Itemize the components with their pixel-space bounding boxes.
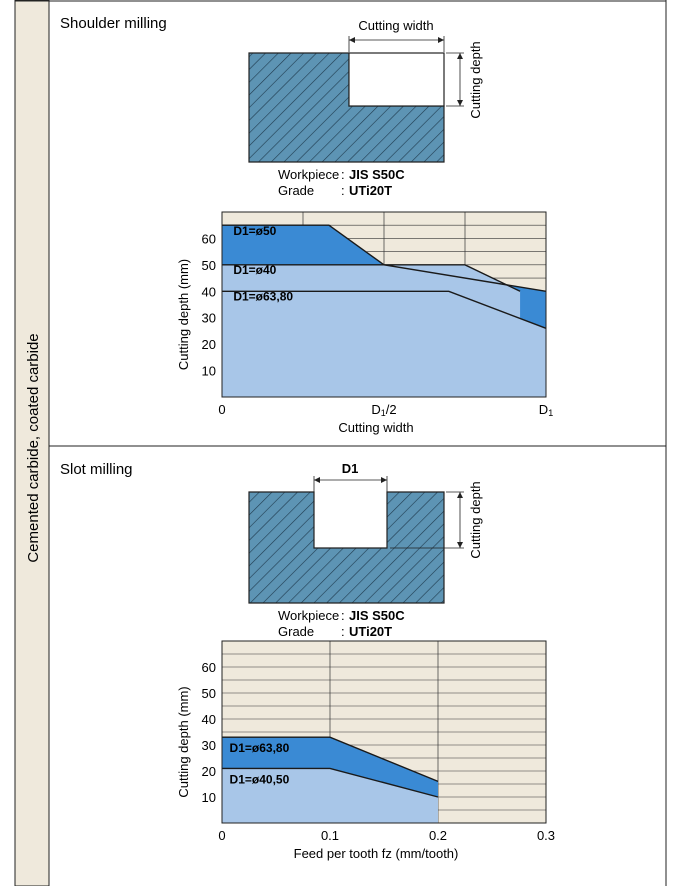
- shoulder-chart: D1=ø50 D1=ø40 D1=ø63,80 10 20 30 40 50 60 0 D1/2 D1…: [176, 211, 553, 435]
- slot-chart: D1=ø63,80 D1=ø40,50 10 20 30 40 50 60 0 0.1 0.2 0.3…: [176, 640, 555, 861]
- workpiece-value: JIS S50C: [349, 167, 405, 182]
- slot-x-tick-label: 0.3: [537, 828, 555, 843]
- slot-y-tick-label: 10: [202, 790, 216, 805]
- shoulder-series-line-3: [222, 290, 547, 329]
- slot-region-2: [222, 768, 438, 823]
- shoulder-title: Shoulder milling: [60, 15, 167, 32]
- shoulder-plot: D1=ø50 D1=ø40 D1=ø63,80 10 20 30 40 50 60 0 D1/2 D1…: [176, 211, 553, 435]
- slot-grade-label: Grade: [278, 624, 314, 639]
- shoulder-region-3: [222, 291, 546, 397]
- slot-series-label-1: D1=ø63,80: [230, 741, 290, 755]
- shoulder-series-line-1: [222, 224, 547, 292]
- shoulder-y-tick-label: 60: [202, 231, 216, 246]
- slot-y-axis-label: Cutting depth (mm): [176, 686, 191, 797]
- shoulder-y-tick-label: 20: [202, 337, 216, 352]
- slot-workpiece-label: Workpiece: [278, 608, 339, 623]
- shoulder-plot-border: [221, 211, 547, 398]
- slot-x-axis-label: Feed per tooth fz (mm/tooth): [294, 846, 459, 861]
- side-label: Cemented carbide, coated carbide: [25, 333, 42, 562]
- cutting-width-label: Cutting width: [358, 18, 433, 33]
- d1-label: D1: [342, 461, 359, 476]
- shoulder-y-tick-label: 40: [202, 284, 216, 299]
- cutting-depth-label: Cutting depth: [468, 41, 483, 118]
- slot-y-tick-label: 30: [202, 738, 216, 753]
- slot-x-tick-label: 0.1: [321, 828, 339, 843]
- grade-label: Grade: [278, 183, 314, 198]
- slot-plot-border: [221, 640, 547, 824]
- svg-text::: :: [341, 167, 345, 182]
- slot-x-tick-label: 0: [218, 828, 225, 843]
- shoulder-spec: Workpiece : JIS S50C Grade : UTi20T: [278, 167, 405, 198]
- shoulder-series-label-3: D1=ø63,80: [233, 289, 293, 303]
- shoulder-x-tick-label: D1/2: [371, 402, 396, 418]
- slot-y-tick-label: 60: [202, 660, 216, 675]
- shoulder-y-tick-label: 50: [202, 258, 216, 273]
- slot-grade-value: UTi20T: [349, 624, 392, 639]
- slot-y-tick-label: 20: [202, 764, 216, 779]
- slot-title: Slot milling: [60, 461, 133, 478]
- slot-diagram: D1 Cutting depth: [248, 461, 483, 604]
- svg-text::: :: [341, 624, 345, 639]
- shoulder-series-label-1: D1=ø50: [233, 224, 276, 238]
- shoulder-y-tick-label: 30: [202, 311, 216, 326]
- slot-series-label-2: D1=ø40,50: [230, 772, 290, 786]
- slot-workpiece-value: JIS S50C: [349, 608, 405, 623]
- slot-series-line-2: [222, 767, 439, 798]
- side-bar: [14, 0, 50, 886]
- shoulder-series-label-2: D1=ø40: [233, 263, 276, 277]
- svg-text::: :: [341, 608, 345, 623]
- slot-x-tick-label: 0.2: [429, 828, 447, 843]
- svg-text::: :: [341, 183, 345, 198]
- shoulder-y-tick-label: 10: [202, 364, 216, 379]
- shoulder-x-tick-label: 0: [218, 402, 225, 417]
- shoulder-diagram: Cutting width Cutting depth: [248, 18, 483, 163]
- shoulder-series-line-2: [222, 264, 521, 292]
- slot-y-tick-label: 50: [202, 686, 216, 701]
- slot-y-tick-label: 40: [202, 712, 216, 727]
- workpiece-label: Workpiece: [278, 167, 339, 182]
- shoulder-y-axis-label: Cutting depth (mm): [176, 259, 191, 370]
- slot-cutting-depth-label: Cutting depth: [468, 481, 483, 558]
- slot-plot: D1=ø63,80 D1=ø40,50 10 20 30 40 50 60 0 0.1 0.2 0.3…: [176, 640, 555, 861]
- slot-spec: Workpiece : JIS S50C Grade : UTi20T: [278, 608, 405, 639]
- shoulder-x-tick-label: D1: [539, 402, 553, 418]
- grade-value: UTi20T: [349, 183, 392, 198]
- slot-series-line-1: [222, 736, 439, 783]
- shoulder-x-axis-label: Cutting width: [338, 420, 413, 435]
